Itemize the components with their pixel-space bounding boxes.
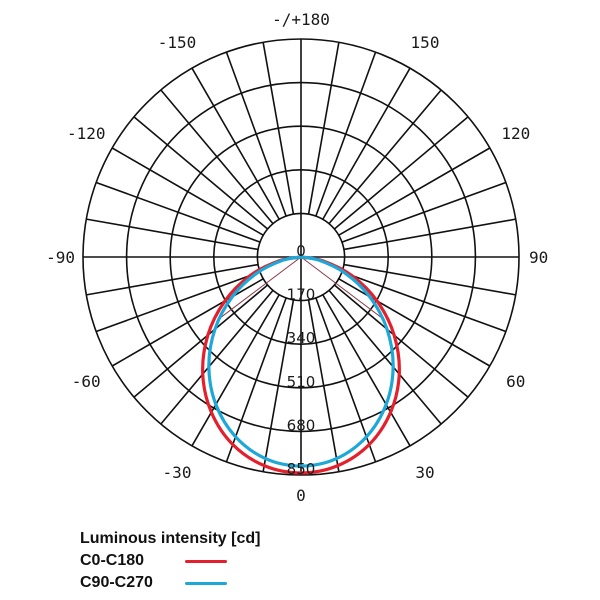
grid-spoke xyxy=(191,67,280,220)
grid-spoke xyxy=(225,51,287,217)
angle-tick-labels: -/+180 -150 150 -120 120 -90 90 -60 60 -30 30 0 xyxy=(46,10,548,505)
grid-spoke xyxy=(160,89,274,225)
grid-spoke xyxy=(262,42,295,215)
ring-label: 680 xyxy=(287,416,316,434)
grid-spoke xyxy=(343,263,516,296)
grid-spoke xyxy=(191,294,280,447)
grid-spoke xyxy=(160,289,274,425)
grid-spoke xyxy=(333,116,469,230)
grid-spoke xyxy=(328,289,442,425)
legend-label: C90-C270 xyxy=(80,574,153,591)
angle-label: -60 xyxy=(72,372,101,391)
radial-tick-labels: 0 170 340 510 680 850 xyxy=(287,242,316,478)
series-curve-c0-c180 xyxy=(201,255,401,475)
legend-swatch-red xyxy=(185,559,227,563)
grid-spoke xyxy=(262,299,295,472)
angle-label: 30 xyxy=(415,463,434,482)
ring-label: 340 xyxy=(287,329,316,347)
grid-spoke xyxy=(86,263,259,296)
angle-label: 150 xyxy=(411,33,440,52)
grid-spoke xyxy=(133,284,269,398)
grid-spoke xyxy=(95,181,261,243)
grid-spoke xyxy=(315,297,377,463)
grid-spoke xyxy=(111,278,264,367)
grid-spoke xyxy=(133,116,269,230)
angle-label: -/+180 xyxy=(272,10,330,29)
ring-label: 850 xyxy=(287,460,316,478)
beam-angle-line xyxy=(216,256,302,321)
ring-label: 170 xyxy=(287,286,316,304)
ring-label: 510 xyxy=(287,373,316,391)
legend-swatch-blue xyxy=(185,581,227,585)
grid-spoke xyxy=(333,284,469,398)
grid-spoke xyxy=(111,147,264,236)
angle-label: 120 xyxy=(501,124,530,143)
polar-grid xyxy=(82,38,520,476)
legend-title: Luminous intensity [cd] xyxy=(80,530,261,547)
legend: Luminous intensity [cd] C0-C180 C90-C270 xyxy=(80,528,260,594)
angle-label: 0 xyxy=(296,486,306,505)
grid-spoke xyxy=(95,271,261,333)
grid-spoke xyxy=(341,181,507,243)
grid-spoke xyxy=(86,218,259,251)
grid-spoke xyxy=(322,67,411,220)
grid-spoke xyxy=(338,147,491,236)
ring-label: 0 xyxy=(296,242,306,260)
grid-spoke xyxy=(315,51,377,217)
legend-item-c0-c180: C0-C180 xyxy=(80,550,260,572)
angle-label: -150 xyxy=(158,33,197,52)
legend-item-c90-c270: C90-C270 xyxy=(80,572,260,594)
beam-angle-line xyxy=(300,256,386,321)
grid-spoke xyxy=(307,299,340,472)
grid-spoke xyxy=(341,271,507,333)
angle-label: 60 xyxy=(506,372,525,391)
angle-label: -120 xyxy=(67,124,106,143)
angle-label: 90 xyxy=(529,248,548,267)
grid-spoke xyxy=(343,218,516,251)
beam-angle-lines xyxy=(216,256,386,321)
grid-spoke xyxy=(338,278,491,367)
grid-spoke xyxy=(307,42,340,215)
grid-spoke xyxy=(328,89,442,225)
series-curve-c90-c270 xyxy=(207,255,395,468)
angle-label: -90 xyxy=(46,248,75,267)
angle-label: -30 xyxy=(163,463,192,482)
legend-label: C0-C180 xyxy=(80,552,145,569)
grid-spoke xyxy=(225,297,287,463)
grid-spoke xyxy=(322,294,411,447)
intensity-curves xyxy=(201,255,401,475)
